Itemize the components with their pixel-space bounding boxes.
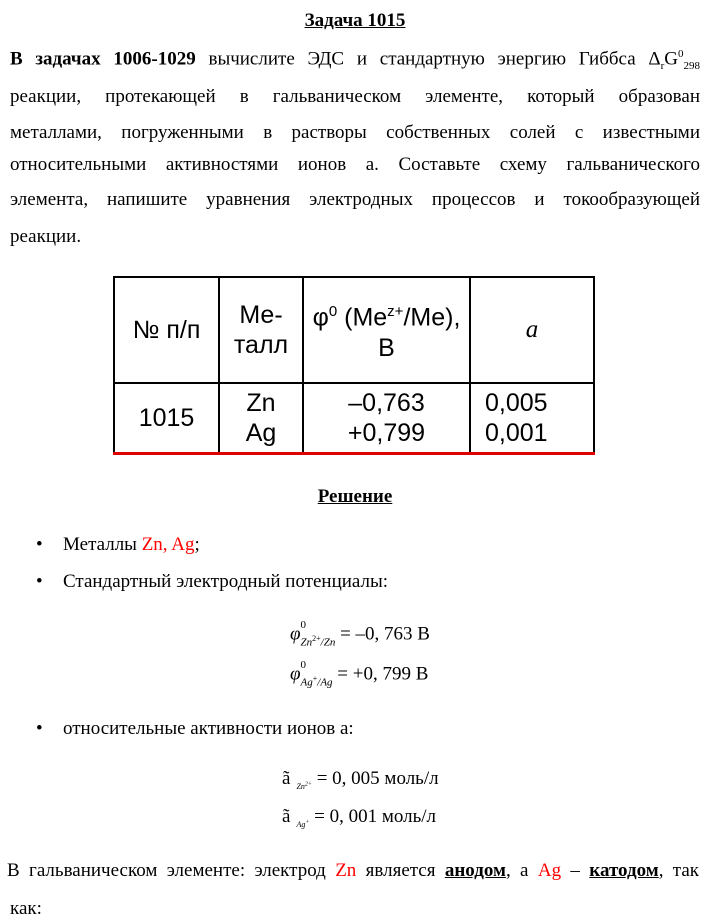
intro-line-5: элемента, напишите уравнения электродных…: [10, 189, 700, 210]
formula-ag-potential: φ 0 Ag+/Ag = +0, 799 В: [290, 659, 429, 689]
intro-line-3: металлами, погруженными в растворы собст…: [10, 122, 700, 143]
gibbs-sup: 0: [678, 48, 684, 60]
header-activity: a: [469, 276, 595, 384]
problem-title: Задача 1015: [304, 10, 406, 31]
bullet-icon: •: [36, 534, 43, 555]
intro-line-6: реакции.: [10, 226, 82, 247]
gibbs-sub: 298: [683, 60, 701, 73]
cell-num: 1015: [113, 382, 220, 455]
cell-metals: Zn Ag: [218, 382, 304, 455]
delta-subscript: r: [660, 60, 665, 73]
table-row: 1015 Zn Ag –0,763 +0,799 0,005 0,001: [113, 382, 595, 455]
solution-title: Решение: [317, 486, 393, 507]
intro-line-2: реакции, протекающей в гальваническом эл…: [10, 86, 700, 107]
formula-zn-potential: φ 0 Zn2+/Zn = –0, 763 В: [290, 619, 430, 649]
header-metal: Ме-талл: [218, 276, 304, 384]
gibbs-symbol: G: [664, 48, 679, 70]
formula-ag-activity: ã Ag+ = 0, 001 моль/л: [282, 806, 437, 829]
metals-highlight: Zn, Ag: [141, 534, 195, 555]
intro-line-1: В задачах 1006-1029 вычислите ЭДС и стан…: [10, 48, 700, 72]
bullet-icon: •: [36, 718, 43, 739]
intro-line-4: относительными активностями ионов a. Сос…: [10, 154, 700, 175]
table-header-row: № п/п Ме-талл φ0 (Mez+/Me), В a: [113, 276, 595, 384]
bullet-icon: •: [36, 571, 43, 592]
cathode-term: катодом: [589, 860, 659, 881]
conclusion-line-1: В гальваническом элементе: электрод Zn я…: [7, 860, 700, 881]
cell-potentials: –0,763 +0,799: [302, 382, 471, 455]
header-num: № п/п: [113, 276, 220, 384]
header-potential: φ0 (Mez+/Me), В: [302, 276, 471, 384]
formula-zn-activity: ã Zn2+ = 0, 005 моль/л: [282, 768, 439, 791]
intro-bold-lead: В задачах 1006-1029: [10, 48, 196, 70]
conclusion-line-2: как:: [10, 898, 42, 919]
cell-activities: 0,005 0,001: [469, 382, 595, 455]
anode-term: анодом: [444, 860, 506, 881]
data-table: № п/п Ме-талл φ0 (Mez+/Me), В a 1015 Zn Ag…: [113, 276, 595, 455]
intro-text: вычислите ЭДС и стандартную энергию Гибб…: [195, 48, 661, 70]
